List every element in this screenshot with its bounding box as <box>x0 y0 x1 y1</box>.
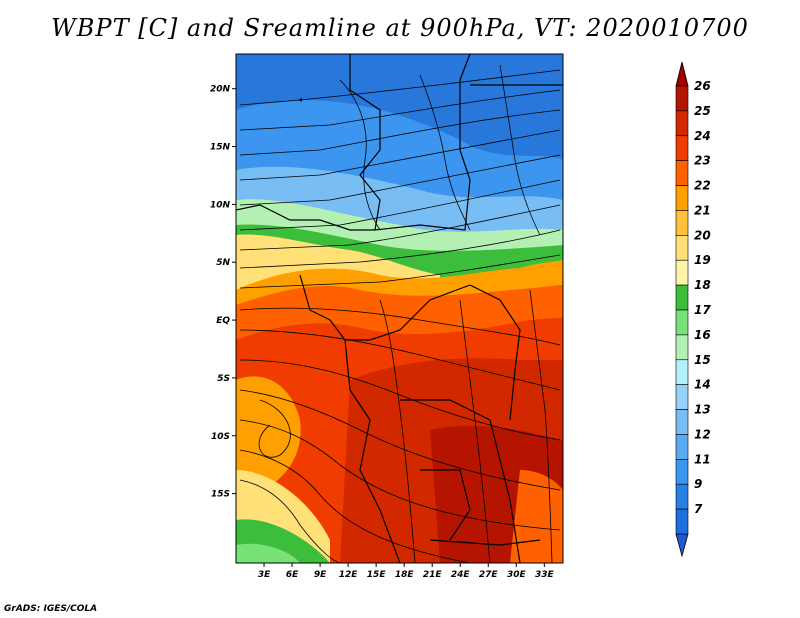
map-frame <box>235 53 564 564</box>
lon-tick-label: 9E <box>314 570 327 580</box>
lon-tick-label: 21E <box>423 570 443 580</box>
colorbar-label: 25 <box>694 104 711 118</box>
colorbar-swatch <box>675 409 689 435</box>
lon-tick-label: 24E <box>451 570 471 580</box>
colorbar-swatch <box>675 508 689 535</box>
colorbar-swatch <box>675 110 689 137</box>
colorbar-label: 15 <box>694 353 711 367</box>
colorbar-label: 12 <box>694 427 711 441</box>
colorbar-label: 13 <box>694 403 711 417</box>
colorbar-label: 18 <box>694 278 711 292</box>
colorbar-label: 26 <box>694 79 711 93</box>
colorbar-swatch <box>675 185 689 211</box>
colorbar-over-triangle <box>675 61 689 87</box>
colorbar-swatch <box>675 483 689 510</box>
grads-credit: GrADS: IGES/COLA <box>4 604 98 614</box>
wbpt-field <box>236 54 563 563</box>
lon-tick-label: 30E <box>507 570 527 580</box>
colorbar-swatch <box>675 85 689 112</box>
lat-tick-label: EQ <box>216 316 230 326</box>
colorbar-label: 7 <box>694 502 703 516</box>
colorbar-swatch <box>675 309 689 336</box>
lon-tick-label: 33E <box>535 570 555 580</box>
lon-tick-label: 27E <box>479 570 499 580</box>
lon-tick-label: 3E <box>258 570 271 580</box>
colorbar-swatch <box>675 359 689 385</box>
lat-tick-label: 5N <box>216 258 230 268</box>
lat-tick-label: 10N <box>210 200 231 210</box>
lon-tick-label: 15E <box>367 570 387 580</box>
colorbar-label: 11 <box>694 452 711 466</box>
colorbar-label: 16 <box>694 328 711 342</box>
lon-tick-label: 6E <box>286 570 299 580</box>
colorbar-swatch <box>675 259 689 286</box>
colorbar-label: 21 <box>694 203 711 217</box>
colorbar-swatch <box>675 160 689 186</box>
lat-tick-label: 5S <box>217 374 230 384</box>
colorbar-swatch <box>675 235 689 261</box>
colorbar-label: 22 <box>694 179 711 193</box>
colorbar-label: 20 <box>694 228 711 242</box>
colorbar-label: 9 <box>694 477 702 491</box>
lat-tick-label: 15N <box>210 143 231 153</box>
colorbar-label: 17 <box>694 303 711 317</box>
colorbar-swatch <box>675 334 689 361</box>
colorbar-under-triangle <box>675 533 689 558</box>
colorbar-swatch <box>675 434 689 460</box>
colorbar-swatch <box>675 284 689 311</box>
map-title: WBPT [C] and Sreamline at 900hPa, VT: 20… <box>51 14 749 42</box>
lon-tick-label: 18E <box>395 570 415 580</box>
lat-tick-label: 10S <box>211 432 230 442</box>
colorbar-swatch <box>675 459 689 485</box>
country-boundaries <box>236 54 563 563</box>
colorbar-swatch <box>675 210 689 236</box>
colorbar-swatch <box>675 384 689 410</box>
lat-tick-label: 20N <box>210 85 231 95</box>
colorbar-label: 24 <box>694 129 711 143</box>
colorbar-label: 14 <box>694 378 711 392</box>
lon-tick-label: 12E <box>339 570 359 580</box>
colorbar-swatch <box>675 135 689 161</box>
colorbar-label: 23 <box>694 154 711 168</box>
colorbar-label: 19 <box>694 253 711 267</box>
lat-tick-label: 15S <box>211 490 230 500</box>
